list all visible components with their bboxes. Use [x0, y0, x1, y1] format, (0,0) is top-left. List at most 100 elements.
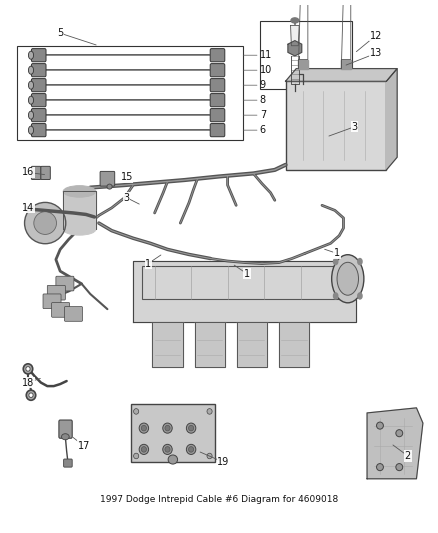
Text: 5: 5: [57, 28, 64, 38]
Bar: [298, 60, 308, 69]
Ellipse shape: [139, 423, 148, 433]
Polygon shape: [194, 322, 225, 367]
Ellipse shape: [107, 184, 112, 189]
Ellipse shape: [61, 434, 69, 440]
Bar: [131, 404, 215, 462]
Text: 6: 6: [260, 125, 266, 135]
Text: 12: 12: [370, 31, 382, 41]
Text: 3: 3: [124, 193, 130, 203]
Text: 2: 2: [405, 451, 411, 461]
FancyBboxPatch shape: [32, 94, 46, 107]
Polygon shape: [133, 261, 357, 322]
Bar: [17, 46, 243, 140]
Bar: [286, 82, 386, 170]
FancyBboxPatch shape: [32, 166, 41, 180]
Text: 8: 8: [260, 95, 266, 105]
Ellipse shape: [28, 126, 34, 134]
Ellipse shape: [23, 364, 33, 374]
Polygon shape: [290, 26, 299, 46]
Ellipse shape: [333, 259, 338, 264]
Ellipse shape: [332, 255, 364, 303]
Ellipse shape: [28, 51, 34, 59]
Ellipse shape: [207, 453, 212, 459]
Text: 19: 19: [217, 457, 230, 467]
FancyBboxPatch shape: [210, 109, 225, 122]
Polygon shape: [288, 41, 302, 56]
Ellipse shape: [163, 445, 172, 455]
Ellipse shape: [165, 425, 170, 431]
Ellipse shape: [187, 445, 196, 455]
Ellipse shape: [396, 430, 403, 437]
Ellipse shape: [28, 111, 34, 119]
Ellipse shape: [26, 367, 30, 371]
FancyBboxPatch shape: [32, 124, 46, 137]
Text: 1: 1: [334, 248, 340, 259]
Ellipse shape: [377, 464, 383, 471]
Ellipse shape: [337, 262, 358, 295]
Text: 10: 10: [260, 65, 272, 75]
Ellipse shape: [63, 224, 96, 235]
FancyBboxPatch shape: [59, 420, 72, 438]
FancyBboxPatch shape: [56, 276, 74, 291]
FancyBboxPatch shape: [210, 94, 225, 107]
Ellipse shape: [63, 185, 96, 197]
Text: 16: 16: [22, 167, 34, 177]
Polygon shape: [279, 322, 309, 367]
FancyBboxPatch shape: [32, 78, 46, 92]
Ellipse shape: [333, 293, 338, 299]
Bar: [142, 266, 343, 299]
FancyBboxPatch shape: [52, 303, 70, 317]
Text: 1: 1: [145, 259, 151, 269]
Polygon shape: [367, 408, 423, 479]
Ellipse shape: [163, 423, 172, 433]
FancyBboxPatch shape: [210, 49, 225, 62]
Polygon shape: [152, 322, 183, 367]
Ellipse shape: [168, 455, 177, 464]
Ellipse shape: [28, 96, 34, 104]
Ellipse shape: [141, 425, 146, 431]
Ellipse shape: [134, 409, 139, 414]
Text: 9: 9: [260, 80, 266, 90]
Ellipse shape: [396, 464, 403, 471]
Text: 11: 11: [260, 50, 272, 60]
Text: 1: 1: [244, 269, 250, 279]
FancyBboxPatch shape: [64, 459, 72, 467]
Ellipse shape: [28, 66, 34, 74]
FancyBboxPatch shape: [32, 63, 46, 77]
Ellipse shape: [188, 447, 194, 452]
Ellipse shape: [139, 445, 148, 455]
FancyBboxPatch shape: [64, 306, 82, 321]
Ellipse shape: [187, 423, 196, 433]
Polygon shape: [386, 69, 397, 170]
Ellipse shape: [377, 422, 383, 429]
FancyBboxPatch shape: [210, 124, 225, 137]
FancyBboxPatch shape: [210, 78, 225, 92]
FancyBboxPatch shape: [32, 109, 46, 122]
Ellipse shape: [25, 206, 31, 212]
FancyBboxPatch shape: [100, 172, 115, 186]
FancyBboxPatch shape: [47, 285, 65, 300]
Ellipse shape: [291, 18, 299, 23]
FancyBboxPatch shape: [32, 49, 46, 62]
Polygon shape: [286, 69, 397, 81]
Bar: [63, 191, 96, 229]
Text: 3: 3: [351, 122, 357, 132]
Text: 18: 18: [22, 377, 34, 387]
Ellipse shape: [25, 203, 66, 244]
Ellipse shape: [28, 81, 34, 89]
Text: 1997 Dodge Intrepid Cable #6 Diagram for 4609018: 1997 Dodge Intrepid Cable #6 Diagram for…: [100, 495, 338, 504]
Text: 14: 14: [22, 203, 34, 213]
FancyBboxPatch shape: [41, 166, 50, 180]
Text: 7: 7: [260, 110, 266, 120]
Ellipse shape: [34, 212, 57, 235]
Bar: [341, 60, 351, 69]
Text: 17: 17: [78, 441, 90, 451]
Polygon shape: [237, 322, 267, 367]
Text: 15: 15: [120, 173, 133, 182]
Ellipse shape: [207, 409, 212, 414]
FancyBboxPatch shape: [43, 294, 61, 309]
Ellipse shape: [358, 259, 362, 264]
Ellipse shape: [188, 425, 194, 431]
Bar: [260, 21, 352, 89]
Text: 13: 13: [370, 49, 382, 59]
